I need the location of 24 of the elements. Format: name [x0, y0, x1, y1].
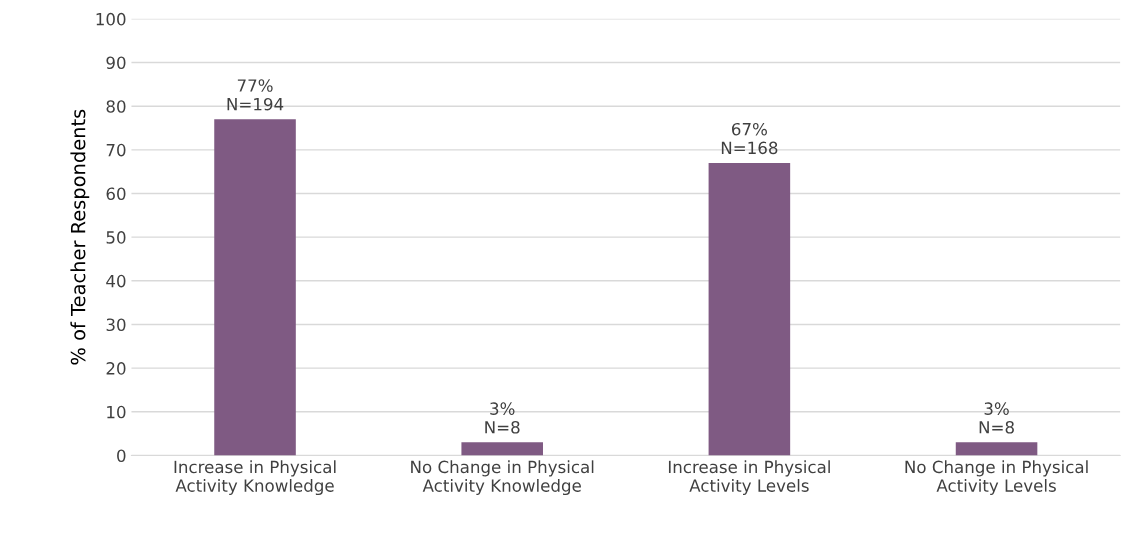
y-tick-label: 80	[106, 100, 126, 113]
bar	[708, 162, 791, 456]
bar	[461, 442, 543, 456]
y-tick-label: 0	[117, 449, 126, 463]
data-label: 77% N=194	[227, 79, 284, 111]
y-tick-label: 60	[106, 187, 126, 201]
y-tick-label: 40	[106, 274, 126, 288]
y-tick-label: 10	[107, 405, 126, 419]
y-axis-title: % of Teacher Respondents	[70, 109, 90, 365]
data-label: 67% N=168	[721, 122, 778, 155]
bar	[955, 442, 1038, 456]
y-tick-label: 20	[106, 362, 126, 375]
y-tick-label: 100	[96, 12, 126, 26]
y-tick-label: 70	[106, 143, 126, 157]
data-label: 3% N=8	[979, 402, 1014, 434]
bar	[214, 119, 296, 456]
data-label: 3% N=8	[485, 402, 520, 434]
x-tick-label: Increase in Physical Activity Knowledge	[174, 460, 336, 496]
x-tick-label: Increase in Physical Activity Levels	[668, 460, 830, 496]
x-tick-label: No Change in Physical Activity Knowledge	[411, 460, 594, 496]
y-tick-label: 90	[106, 56, 126, 70]
y-tick-label: 30	[106, 318, 126, 332]
x-tick-label: No Change in Physical Activity Levels	[905, 460, 1088, 496]
y-tick-label: 50	[106, 231, 126, 244]
